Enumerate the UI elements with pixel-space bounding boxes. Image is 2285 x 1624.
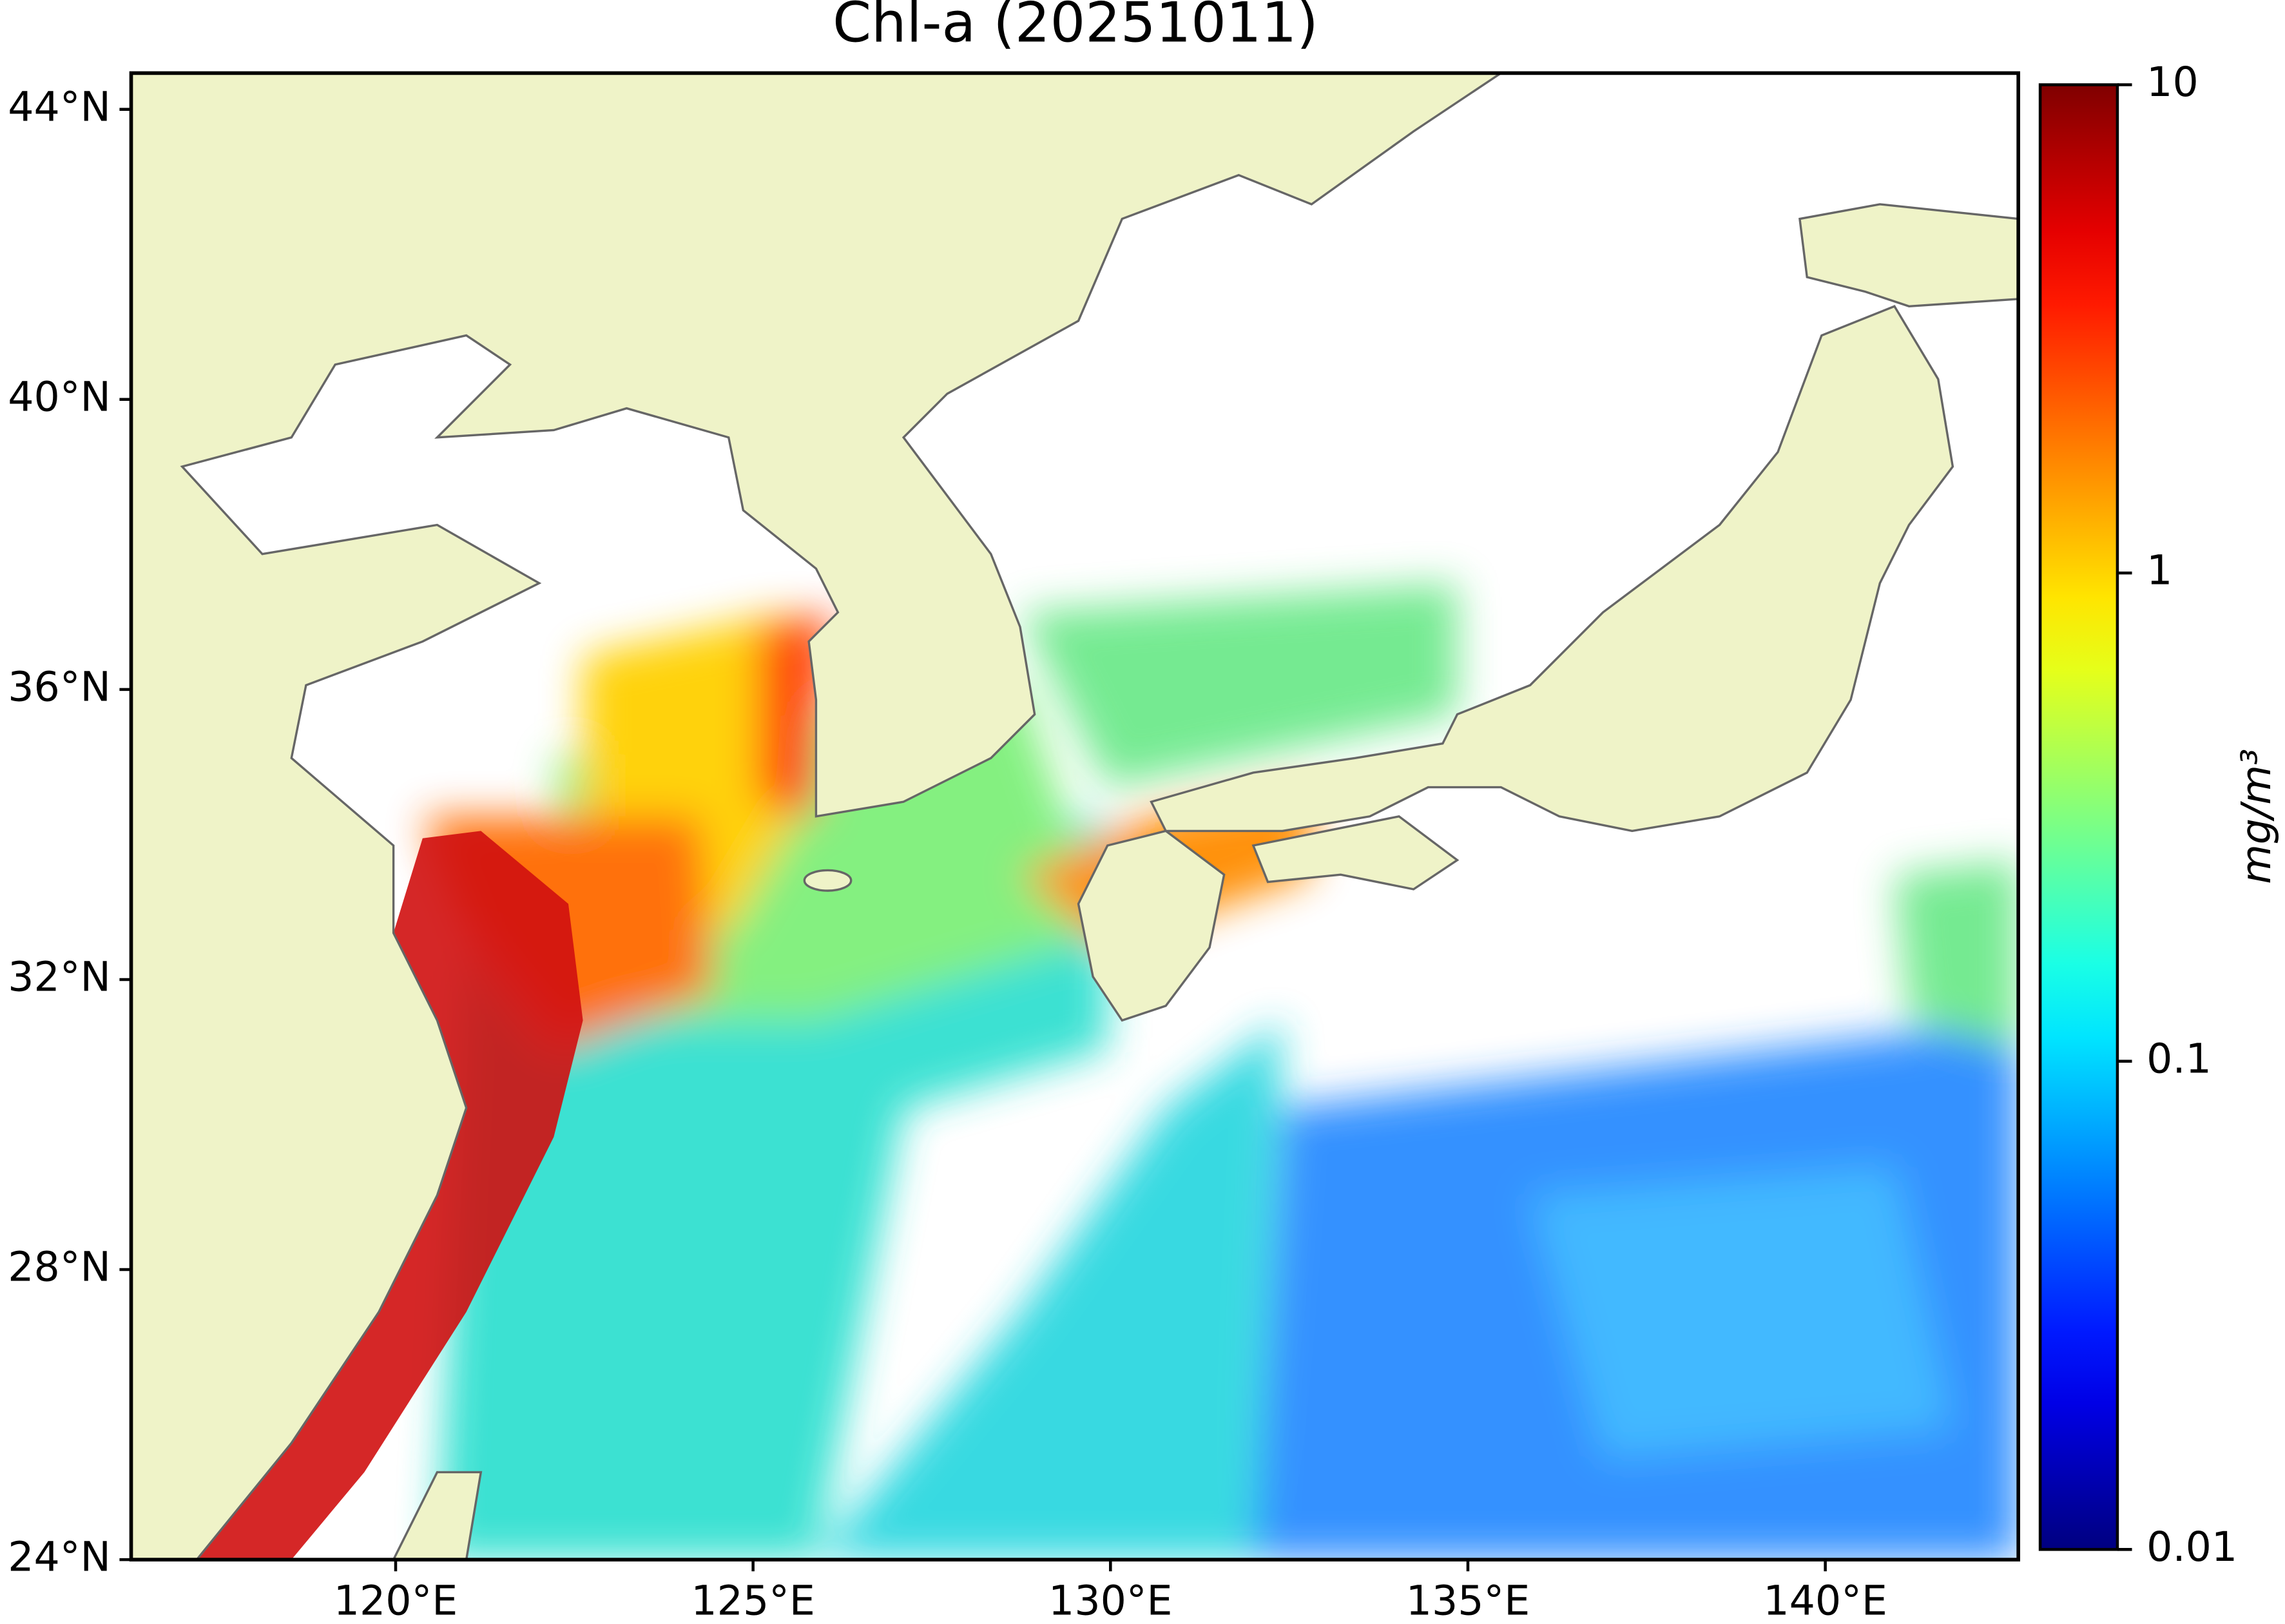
- x-tick-label: 120°E: [334, 1577, 458, 1624]
- land-honshu: [1150, 305, 1954, 833]
- colorbar-tick-label: 0.01: [2146, 1523, 2237, 1571]
- chart-title: Chl-a (20251011): [833, 0, 1318, 55]
- land-taiwan: [392, 1471, 483, 1560]
- y-tick-label: 28°N: [8, 1243, 111, 1291]
- land-shikoku: [1251, 815, 1460, 891]
- y-tick-label: 40°N: [8, 372, 111, 420]
- land-mainland: [131, 73, 1503, 1560]
- colorbar-tick-label: 10: [2146, 58, 2199, 106]
- y-tick-label: 32°N: [8, 953, 111, 1001]
- colorbar-label: mg/m³: [2232, 749, 2280, 884]
- y-tick-label: 44°N: [8, 82, 111, 130]
- land-hokkaido: [1798, 203, 2019, 307]
- x-tick-label: 125°E: [691, 1577, 815, 1624]
- land-jeju: [803, 869, 853, 892]
- land-kyushu: [1077, 829, 1226, 1022]
- colorbar-tick-label: 0.1: [2146, 1034, 2212, 1082]
- x-tick-label: 135°E: [1406, 1577, 1530, 1624]
- x-tick-label: 130°E: [1048, 1577, 1173, 1624]
- map-frame: [129, 71, 2020, 1561]
- map-area: [131, 73, 2019, 1560]
- x-tick-label: 140°E: [1763, 1577, 1887, 1624]
- y-tick-label: 36°N: [8, 662, 111, 710]
- chlorophyll-field: [422, 583, 2019, 1560]
- coastal-bloom: [189, 831, 583, 1560]
- y-tick-label: 24°N: [8, 1533, 111, 1581]
- colorbar-tick-label: 1: [2146, 546, 2172, 594]
- colorbar: [2038, 83, 2119, 1551]
